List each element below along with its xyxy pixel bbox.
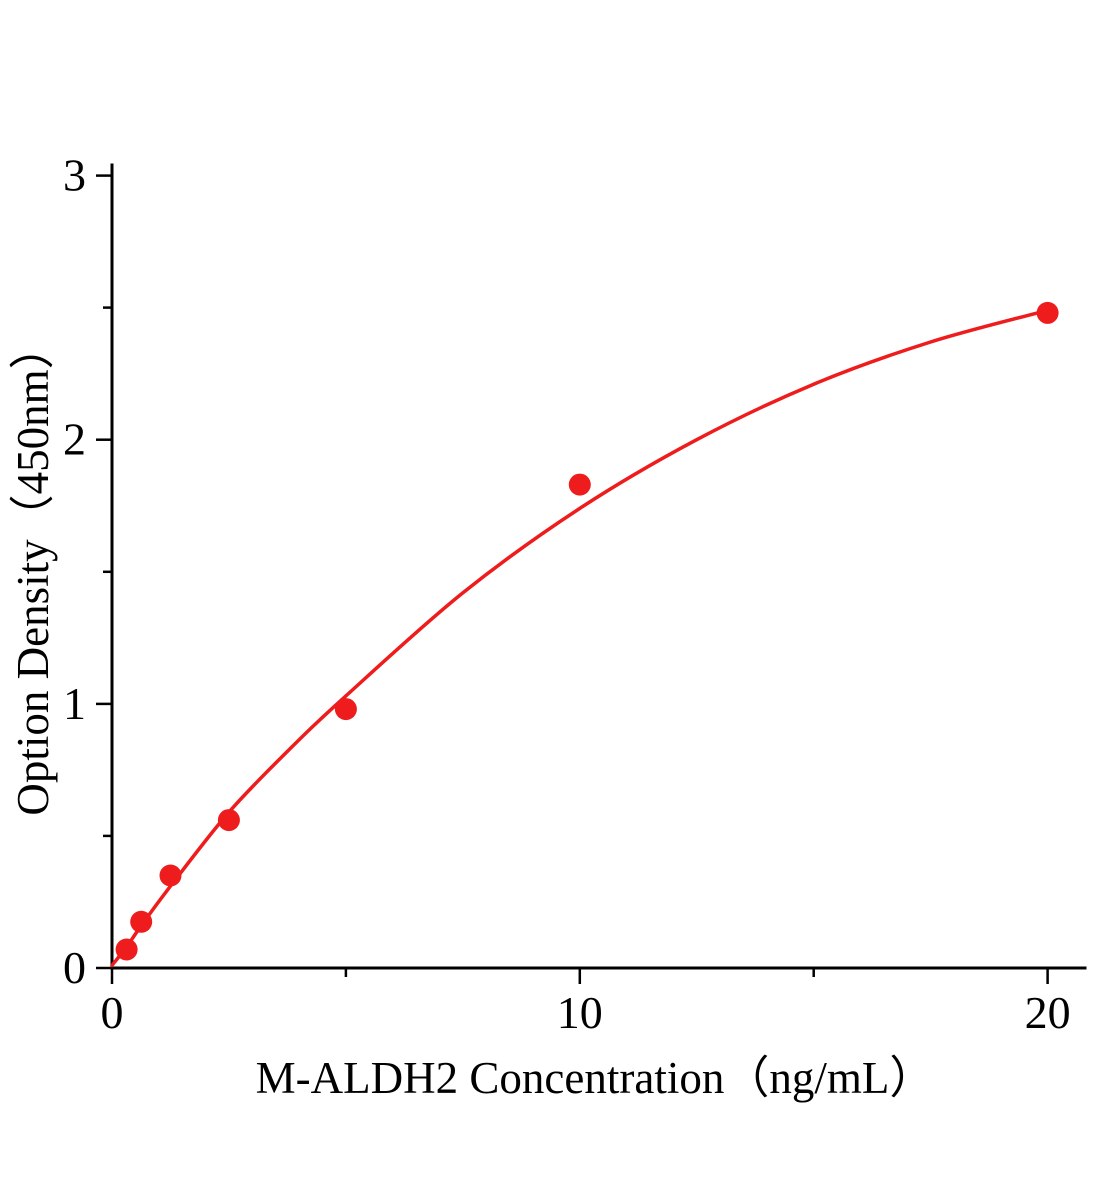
x-tick-label: 20 [1025,987,1071,1038]
y-tick-label: 0 [63,942,86,993]
data-point [1036,301,1059,324]
x-tick-label: 0 [101,987,124,1038]
y-tick-label: 1 [63,678,86,729]
y-tick-label: 3 [63,150,86,201]
data-point [130,910,153,933]
y-axis-title: Option Density（450nm） [8,324,58,815]
axis-spines [110,163,1087,970]
data-point [115,938,138,961]
x-tick-label: 10 [557,987,603,1038]
data-point [334,698,357,721]
data-point [159,864,182,887]
data-point [217,809,240,832]
x-axis-title: M-ALDH2 Concentration（ng/mL） [256,1053,935,1103]
y-tick-label: 2 [63,414,86,465]
data-series [110,301,1059,968]
data-point [568,473,591,496]
axes [96,163,1087,984]
tick-labels: 0 10 20 0 1 2 3 [63,150,1071,1038]
fit-curve [110,308,1050,968]
